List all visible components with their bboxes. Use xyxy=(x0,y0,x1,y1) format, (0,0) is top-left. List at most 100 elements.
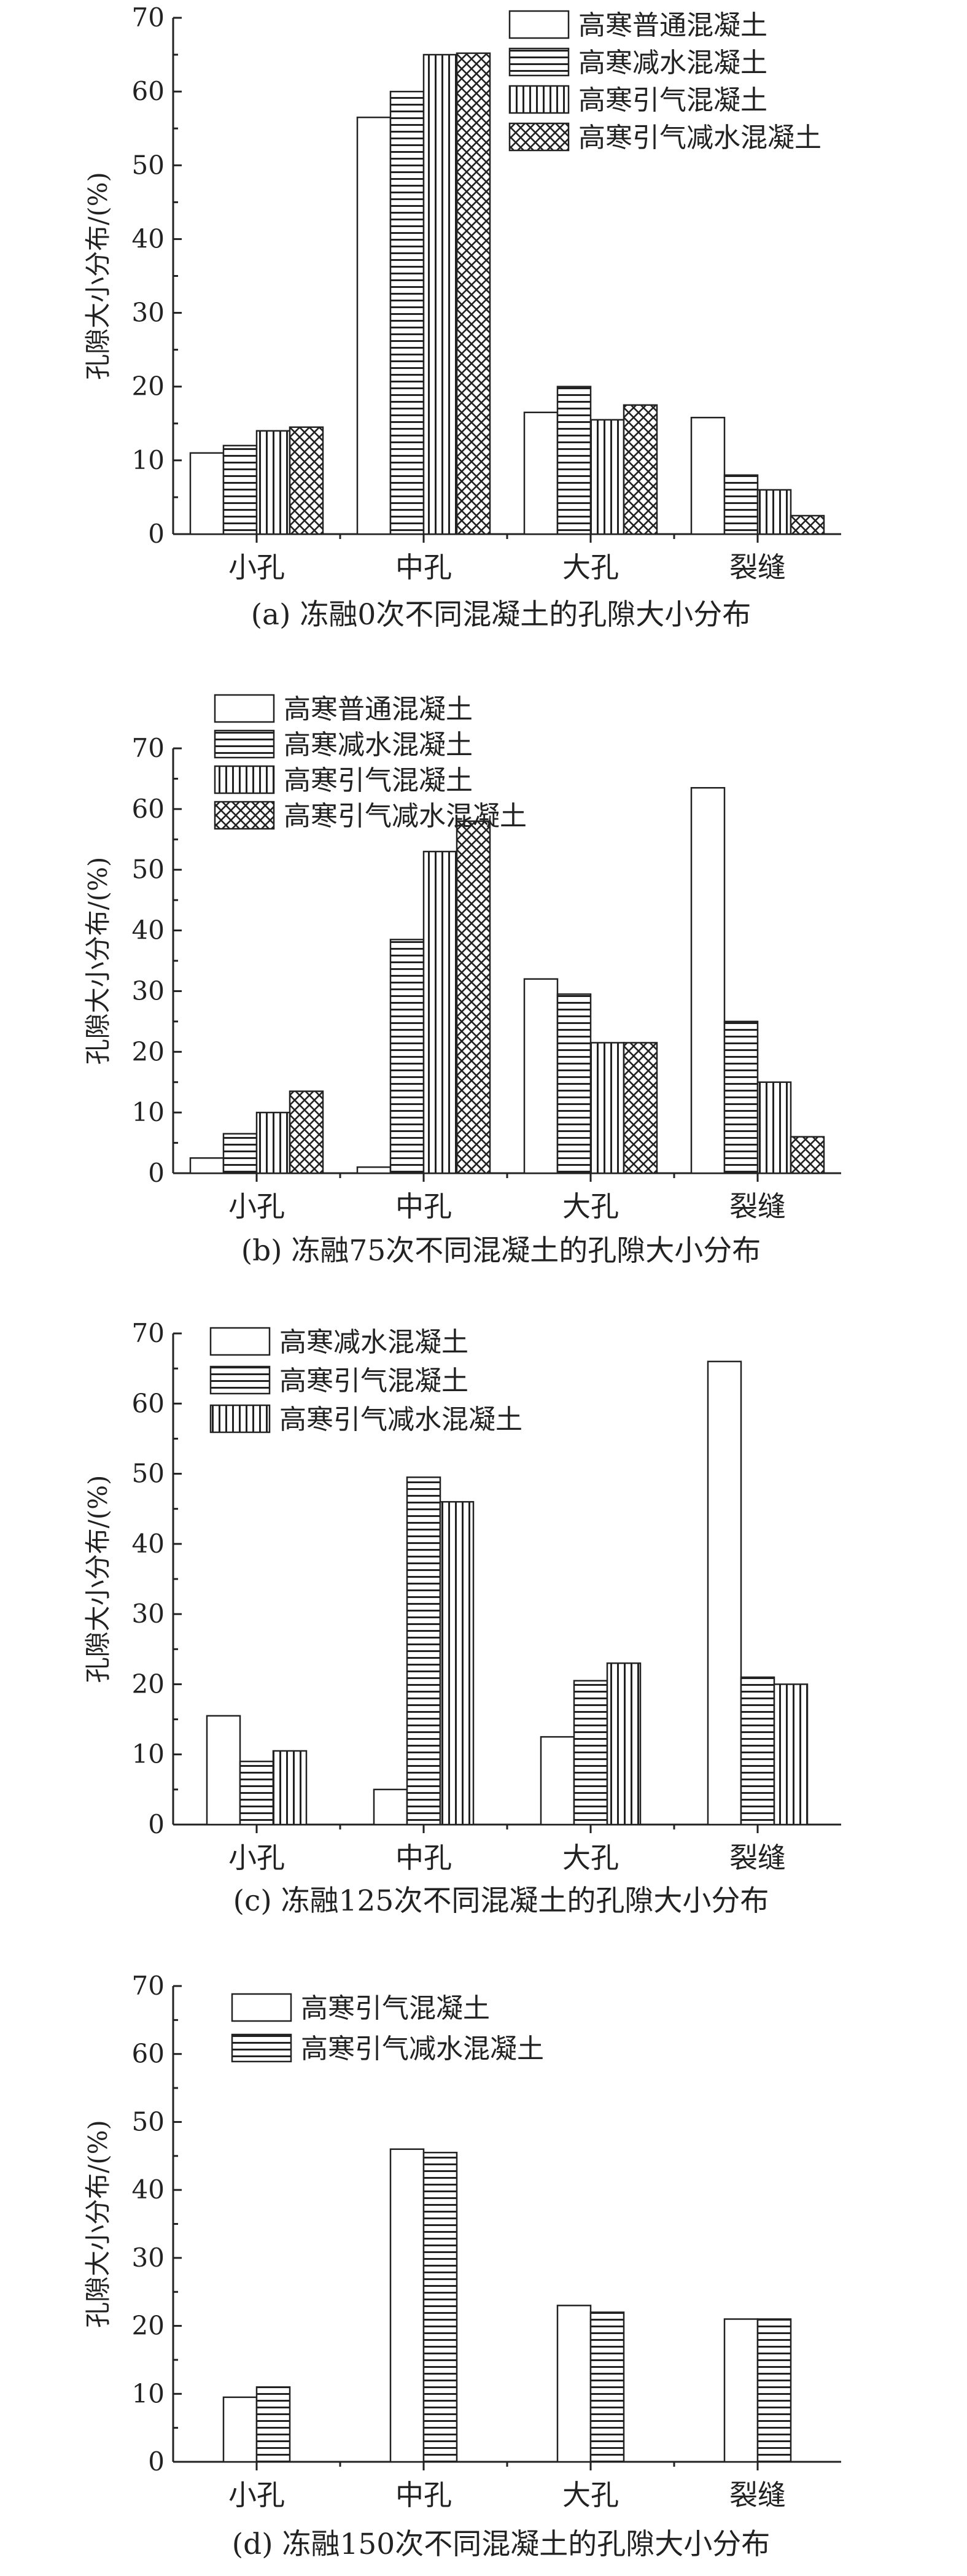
y-tick-label: 60 xyxy=(132,794,165,824)
legend-swatch xyxy=(214,801,275,830)
bar xyxy=(456,820,491,1174)
legend-label: 高寒减水混凝土 xyxy=(279,1327,468,1358)
bar xyxy=(523,978,559,1174)
bar xyxy=(289,1090,324,1174)
y-tick-label: 10 xyxy=(132,445,165,475)
bar xyxy=(723,1020,759,1174)
x-tick-label: 中孔 xyxy=(395,1190,452,1223)
bar xyxy=(206,1715,241,1826)
x-tick-label: 大孔 xyxy=(562,551,619,584)
chart-title: (b) 冻融75次不同混凝土的孔隙大小分布 xyxy=(241,1234,761,1268)
legend-label: 高寒引气混凝土 xyxy=(279,1365,468,1397)
chart-1: 0 10 20 30 40 50 60 70 孔隙大小分布/(%) 小孔 中孔 大孔 裂缝 高寒普通混凝土… xyxy=(83,694,841,1268)
y-tick-label: 30 xyxy=(132,976,165,1006)
legend-swatch xyxy=(209,1327,271,1356)
y-tick-label: 70 xyxy=(132,1318,165,1348)
x-tick-label: 小孔 xyxy=(228,551,285,584)
chart-title: (d) 冻融150次不同混凝土的孔隙大小分布 xyxy=(232,2528,770,2561)
x-tick-label: 中孔 xyxy=(395,2478,452,2512)
bar xyxy=(406,1476,441,1826)
legend-swatch xyxy=(231,2033,292,2063)
legend-label: 高寒引气减水混凝土 xyxy=(301,2033,544,2065)
y-axis-label: 孔隙大小分布/(%) xyxy=(83,1475,113,1683)
bar xyxy=(523,411,559,535)
legend-label: 高寒普通混凝土 xyxy=(284,694,473,725)
bar xyxy=(623,404,658,535)
legend-label: 高寒引气混凝土 xyxy=(578,85,767,116)
bar xyxy=(790,1136,825,1174)
bar xyxy=(756,2318,792,2463)
x-tick-label: 小孔 xyxy=(228,1190,285,1223)
y-tick-label: 40 xyxy=(132,223,165,254)
legend-swatch xyxy=(231,1993,292,2022)
bar xyxy=(556,993,592,1174)
bar xyxy=(456,52,491,535)
x-tick-label: 大孔 xyxy=(562,1841,619,1874)
x-tick-label: 大孔 xyxy=(562,1190,619,1223)
bar xyxy=(573,1680,608,1826)
y-axis-label: 孔隙大小分布/(%) xyxy=(83,2120,113,2328)
bar xyxy=(723,474,759,535)
bar xyxy=(272,1750,308,1826)
legend-label: 高寒减水混凝土 xyxy=(284,729,473,761)
bar xyxy=(189,452,225,535)
bar xyxy=(556,2305,592,2463)
chart-2: 0 10 20 30 40 50 60 70 孔隙大小分布/(%) 小孔 中孔 大孔 裂缝 高寒减水混凝土… xyxy=(83,1318,841,1918)
legend-label: 高寒引气减水混凝土 xyxy=(279,1404,522,1435)
y-tick-label: 0 xyxy=(148,1809,165,1839)
bar xyxy=(222,444,258,535)
bar xyxy=(540,1736,575,1826)
legend-swatch xyxy=(214,729,275,759)
bar xyxy=(356,116,392,535)
bar xyxy=(222,2396,258,2463)
bar xyxy=(589,2311,625,2463)
x-tick-label: 小孔 xyxy=(228,1841,285,1874)
y-tick-label: 50 xyxy=(132,2106,165,2136)
bar xyxy=(756,1081,792,1174)
bar xyxy=(589,419,625,535)
y-tick-label: 10 xyxy=(132,1097,165,1127)
bar xyxy=(189,1157,225,1174)
bar xyxy=(422,53,458,535)
chart-title: (a) 冻融0次不同混凝土的孔隙大小分布 xyxy=(251,598,751,632)
legend-swatch xyxy=(508,122,570,152)
x-tick-label: 裂缝 xyxy=(729,2478,786,2512)
bar xyxy=(239,1760,274,1826)
y-tick-label: 40 xyxy=(132,1529,165,1559)
bar xyxy=(589,1042,625,1174)
y-tick-label: 20 xyxy=(132,371,165,402)
bar xyxy=(389,90,425,535)
x-tick-label: 裂缝 xyxy=(729,1841,786,1874)
legend-label: 高寒引气减水混凝土 xyxy=(578,122,821,153)
bar xyxy=(255,1111,291,1174)
bar xyxy=(289,426,324,535)
bar xyxy=(690,787,726,1174)
bar xyxy=(255,2386,291,2463)
bar xyxy=(556,386,592,535)
bar xyxy=(773,1683,809,1826)
y-tick-label: 60 xyxy=(132,1388,165,1418)
y-tick-label: 10 xyxy=(132,2378,165,2408)
y-tick-label: 30 xyxy=(132,298,165,328)
chart-0: 0 10 20 30 40 50 60 70 孔隙大小分布/(%) 小孔 中孔 大孔 裂缝 高寒普通混凝土… xyxy=(83,2,841,632)
y-tick-label: 0 xyxy=(148,519,165,549)
legend-swatch xyxy=(209,1365,271,1395)
y-tick-label: 20 xyxy=(132,1036,165,1066)
y-tick-label: 70 xyxy=(132,733,165,763)
legend-swatch xyxy=(209,1404,271,1433)
bar xyxy=(690,416,726,535)
y-tick-label: 0 xyxy=(148,1158,165,1188)
x-tick-label: 大孔 xyxy=(562,2478,619,2512)
bar xyxy=(439,1501,475,1826)
bar xyxy=(756,489,792,535)
y-tick-label: 30 xyxy=(132,1599,165,1629)
legend-label: 高寒引气混凝土 xyxy=(301,1993,490,2024)
bar xyxy=(790,514,825,535)
y-tick-label: 70 xyxy=(132,2,165,33)
bar xyxy=(723,2318,759,2463)
bar xyxy=(356,1166,392,1174)
legend-label: 高寒引气减水混凝土 xyxy=(284,801,527,832)
y-tick-label: 30 xyxy=(132,2243,165,2273)
y-tick-label: 70 xyxy=(132,1971,165,2001)
legend-swatch xyxy=(508,85,570,114)
